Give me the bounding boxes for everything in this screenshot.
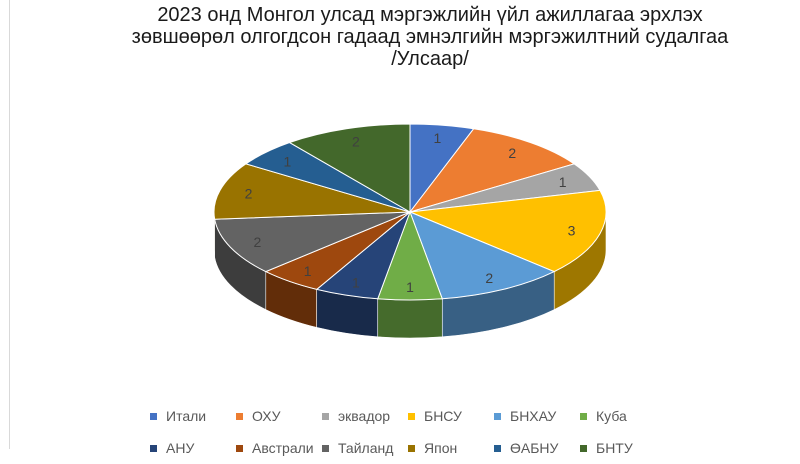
chart-title-line-3: /Улсаар/ — [391, 48, 469, 70]
data-label-БНСУ: 3 — [568, 222, 576, 238]
data-label-ӨАБНУ: 1 — [284, 153, 292, 169]
legend-label: Итали — [166, 408, 207, 424]
legend-item: Австрали — [236, 440, 322, 456]
data-label-Итали: 1 — [434, 130, 442, 146]
legend-row: АНУ Австрали Тайланд Япон ӨАБНУ БНТУ — [150, 432, 710, 464]
legend-swatch — [408, 444, 415, 452]
legend-item: Тайланд — [322, 440, 408, 456]
legend-item: БНХАУ — [494, 408, 580, 424]
legend-swatch — [236, 412, 243, 420]
legend-item: ӨАБНУ — [494, 440, 580, 456]
legend-item: ОХУ — [236, 408, 322, 424]
pie-slice-БНСУ — [409, 189, 607, 273]
data-label-эквадор: 1 — [559, 174, 567, 190]
legend-label: БНСУ — [424, 408, 462, 424]
chart-title-line-1: 2023 онд Монгол улсад мэргэжлийн үйл ажи… — [157, 4, 703, 26]
data-label-АНУ: 1 — [352, 275, 360, 291]
data-label-ОХУ: 2 — [508, 145, 516, 161]
legend-item: Япон — [408, 440, 494, 456]
chart-title: 2023 онд Монгол улсад мэргэжлийн үйл ажи… — [100, 4, 760, 70]
data-label-Япон: 2 — [245, 186, 253, 202]
legend-label: Австрали — [252, 440, 314, 456]
legend-swatch — [322, 412, 329, 420]
pie-side-Куба — [377, 298, 443, 339]
legend-label: БНТУ — [596, 440, 633, 456]
chart-border — [9, 0, 10, 449]
pie-slice-ОХУ — [408, 128, 576, 213]
legend-item: Итали — [150, 408, 236, 424]
pie-slice-БНХАУ — [409, 211, 556, 300]
legend-swatch — [580, 444, 587, 452]
data-label-Австрали: 1 — [304, 263, 312, 279]
legend-swatch — [236, 444, 243, 452]
pie-slice-Япон — [213, 163, 411, 220]
legend-item: БНСУ — [408, 408, 494, 424]
chart-title-line-2: зөвшөөрөл олгогдсон гадаад эмнэлгийн мэр… — [131, 26, 729, 48]
legend-item: эквадор — [322, 408, 408, 424]
legend-label: Куба — [596, 408, 627, 424]
legend-label: эквадор — [338, 408, 391, 424]
legend-label: АНУ — [166, 440, 195, 456]
legend-label: Япон — [424, 440, 458, 456]
legend-row: Итали ОХУ эквадор БНСУ БНХАУ Куба — [150, 400, 710, 432]
data-label-БНХАУ: 2 — [485, 270, 493, 286]
legend-label: Тайланд — [338, 440, 394, 456]
legend-item: Куба — [580, 408, 666, 424]
legend-swatch — [150, 444, 157, 452]
data-label-Тайланд: 2 — [254, 234, 262, 250]
legend-item: АНУ — [150, 440, 236, 456]
legend-item: БНТУ — [580, 440, 666, 456]
legend-swatch — [494, 444, 501, 452]
legend-swatch — [580, 412, 587, 420]
chart-legend: Итали ОХУ эквадор БНСУ БНХАУ Куба АНУ Австрали Т… — [150, 400, 710, 464]
legend-label: БНХАУ — [510, 408, 557, 424]
pie-chart: 1 2 1 3 2 1 1 1 2 2 1 2 — [213, 123, 607, 339]
pie-slice-БНТУ — [288, 123, 411, 213]
pie-slice-Тайланд — [214, 211, 411, 273]
legend-swatch — [150, 412, 157, 420]
legend-swatch — [494, 412, 501, 420]
legend-label: ОХУ — [252, 408, 281, 424]
data-label-БНТУ: 2 — [352, 133, 360, 149]
legend-swatch — [408, 412, 415, 420]
legend-swatch — [322, 444, 329, 452]
data-label-Куба: 1 — [406, 279, 414, 295]
legend-label: ӨАБНУ — [510, 440, 559, 456]
